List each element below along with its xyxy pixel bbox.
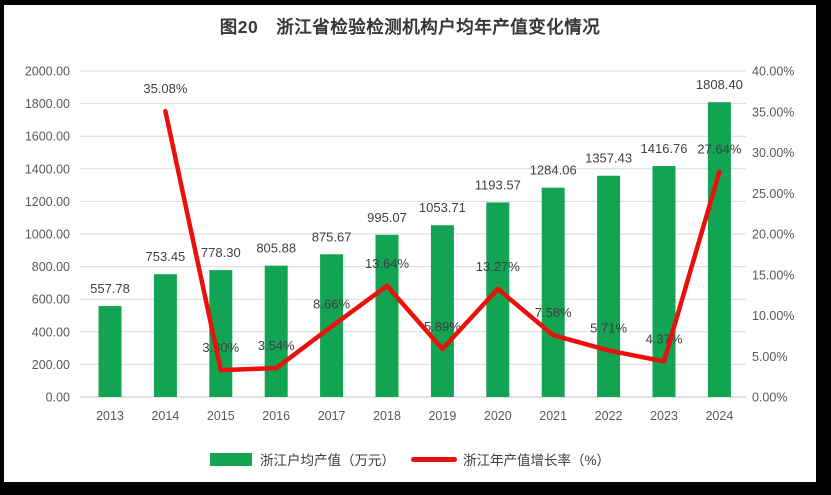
chart-legend: 浙江户均产值（万元） 浙江年产值增长率（%）	[4, 449, 816, 469]
left-axis-tick-label: 0.00	[46, 391, 70, 405]
right-axis-tick-label: 40.00%	[752, 65, 794, 79]
x-axis-label: 2023	[650, 409, 678, 423]
x-axis-label: 2016	[262, 409, 290, 423]
bar-value-label: 1284.06	[530, 163, 577, 178]
growth-rate-label: 8.66%	[313, 296, 350, 311]
right-axis-tick-label: 5.00%	[752, 350, 787, 364]
left-axis-tick-label: 1000.00	[25, 228, 70, 242]
bar-value-label: 778.30	[201, 245, 241, 260]
growth-rate-label: 7.58%	[535, 305, 572, 320]
x-axis-label: 2017	[318, 409, 346, 423]
left-axis-tick-label: 1800.00	[25, 97, 70, 111]
growth-rate-label: 13.64%	[365, 256, 410, 271]
bar-series-swatch-icon	[209, 452, 252, 466]
growth-rate-label: 13.27%	[476, 259, 521, 274]
right-axis-tick-label: 15.00%	[752, 268, 794, 282]
x-axis-label: 2024	[705, 409, 733, 423]
left-axis-tick-label: 2000.00	[25, 65, 70, 79]
x-axis-label: 2018	[373, 409, 401, 423]
combo-chart: 0.00 200.00 400.00 600.00 800.00 1000.00 1200.…	[25, 65, 795, 424]
bar-value-label: 1193.57	[475, 177, 521, 192]
growth-rate-label: 5.89%	[424, 319, 461, 334]
bar-2024	[707, 102, 731, 397]
right-axis-tick-label: 20.00%	[752, 228, 794, 242]
bar-value-label: 557.78	[90, 281, 130, 296]
left-axis-tick-label: 800.00	[32, 260, 70, 274]
bar-value-label: 1053.71	[419, 200, 466, 215]
x-axis-label: 2020	[484, 409, 512, 423]
x-axis-label: 2015	[207, 409, 235, 423]
left-axis-tick-label: 200.00	[32, 358, 70, 372]
growth-rate-label: 3.54%	[258, 338, 295, 353]
growth-rate-label: 4.37%	[646, 331, 683, 346]
bar-2016	[264, 265, 288, 397]
bar-2019	[430, 225, 454, 397]
right-axis-tick-label: 10.00%	[752, 309, 794, 323]
left-axis-tick-label: 1200.00	[25, 195, 70, 209]
growth-rate-line	[163, 108, 722, 373]
bar-value-label: 753.45	[146, 249, 186, 264]
bar-value-label: 1357.43	[585, 151, 632, 166]
growth-rate-label: 27.64%	[697, 142, 742, 157]
bar-2021	[541, 187, 565, 397]
line-series-legend-label: 浙江年产值增长率（%）	[462, 453, 610, 468]
chart-page: 图20 浙江省检验检测机构户均年产值变化情况 0.00 200.00 400.00 6…	[4, 5, 816, 482]
bar-2014	[153, 274, 177, 397]
bar-2020	[486, 202, 510, 397]
right-axis-tick-label: 30.00%	[752, 146, 794, 160]
x-axis-label: 2013	[96, 409, 124, 423]
line-series-swatch-icon	[410, 456, 457, 462]
left-axis-tick-label: 600.00	[32, 293, 70, 307]
bar-2013	[98, 306, 122, 397]
chart-title: 图20 浙江省检验检测机构户均年产值变化情况	[219, 17, 601, 37]
right-axis-tick-label: 35.00%	[752, 105, 794, 119]
x-axis-label: 2019	[428, 409, 456, 423]
legend-item-bar-series: 浙江户均产值（万元）	[209, 449, 395, 469]
bar-value-label: 805.88	[256, 241, 296, 256]
x-axis-label: 2021	[539, 409, 567, 423]
left-axis-tick-label: 1600.00	[25, 130, 70, 144]
legend-item-line-series: 浙江年产值增长率（%）	[410, 449, 610, 469]
right-axis-tick-label: 0.00%	[752, 391, 787, 405]
bar-value-label: 1416.76	[641, 141, 688, 156]
bar-2015	[209, 270, 233, 397]
growth-rate-label: 35.08%	[143, 81, 188, 96]
bar-value-label: 995.07	[367, 210, 407, 225]
left-axis-tick-label: 400.00	[32, 325, 70, 339]
x-axis-label: 2014	[151, 409, 179, 423]
bar-value-label: 875.67	[312, 229, 352, 244]
growth-rate-label: 3.30%	[202, 340, 239, 355]
bar-2018	[375, 234, 399, 397]
right-axis-tick-label: 25.00%	[752, 187, 794, 201]
bar-2022	[597, 175, 621, 397]
growth-rate-label: 5.71%	[590, 320, 627, 335]
x-axis-label: 2022	[595, 409, 623, 423]
bar-value-label: 1808.40	[696, 77, 743, 92]
bar-series-legend-label: 浙江户均产值（万元）	[259, 453, 395, 468]
left-axis-tick-label: 1400.00	[25, 162, 70, 176]
